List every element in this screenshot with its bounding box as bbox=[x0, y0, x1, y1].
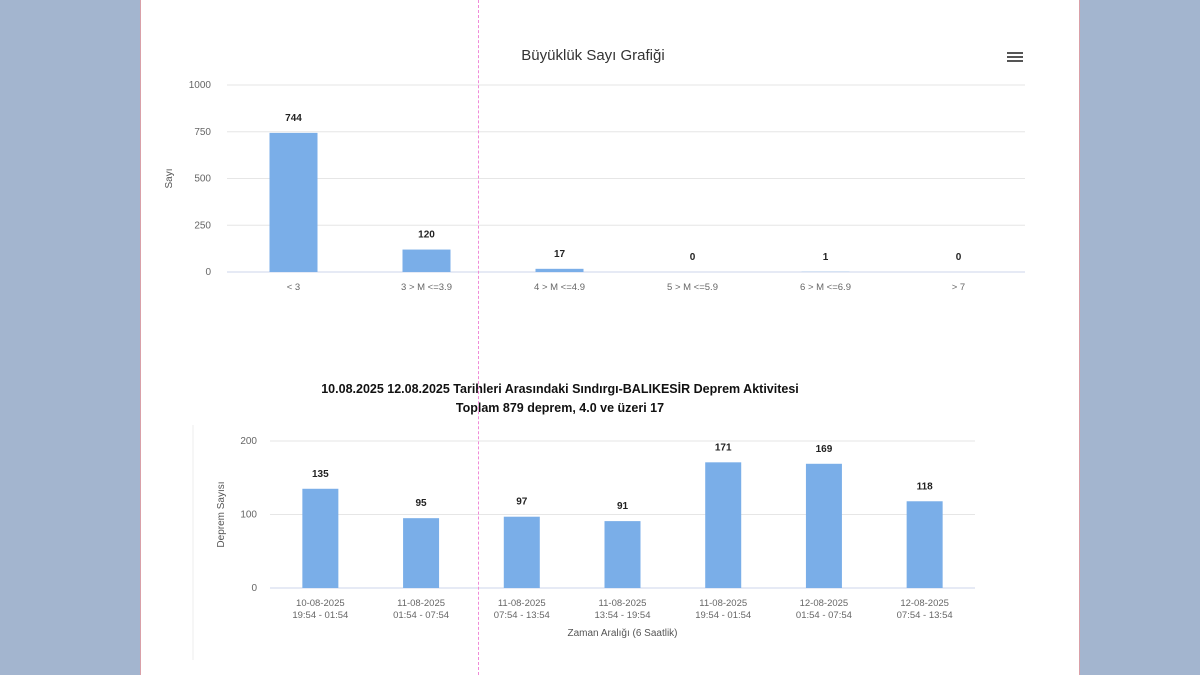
x-tick-label: 10-08-2025 bbox=[296, 598, 345, 609]
data-label: 171 bbox=[715, 442, 732, 453]
y-tick-label: 1000 bbox=[189, 80, 212, 91]
y-tick-label: 250 bbox=[194, 220, 211, 231]
x-tick-label: 12-08-2025 bbox=[900, 598, 949, 609]
data-label: 97 bbox=[516, 497, 528, 508]
x-tick-label: 19:54 - 01:54 bbox=[292, 610, 348, 621]
x-tick-label: 11-08-2025 bbox=[498, 598, 546, 609]
data-label: 135 bbox=[312, 469, 329, 480]
data-label: 118 bbox=[917, 481, 934, 492]
bar bbox=[906, 501, 943, 588]
data-label: 0 bbox=[956, 252, 962, 263]
x-tick-label: > 7 bbox=[952, 282, 965, 293]
data-label: 17 bbox=[554, 249, 566, 260]
data-label: 0 bbox=[690, 252, 696, 263]
bar bbox=[503, 516, 540, 588]
x-tick-label: 5 > M <=5.9 bbox=[667, 282, 718, 293]
data-label: 95 bbox=[416, 498, 428, 509]
x-tick-label: 07:54 - 13:54 bbox=[897, 610, 953, 621]
y-tick-label: 500 bbox=[194, 174, 211, 185]
bar bbox=[535, 268, 584, 272]
x-tick-label: 6 > M <=6.9 bbox=[800, 282, 851, 293]
chart-subtitle: Toplam 879 deprem, 4.0 ve üzeri 17 bbox=[456, 401, 664, 415]
y-tick-label: 0 bbox=[205, 267, 211, 278]
x-tick-label: 3 > M <=3.9 bbox=[401, 282, 452, 293]
x-tick-label: 11-08-2025 bbox=[599, 598, 647, 609]
x-tick-label: 13:54 - 19:54 bbox=[595, 610, 651, 621]
data-label: 1 bbox=[823, 252, 829, 263]
y-tick-label: 200 bbox=[240, 436, 257, 447]
x-tick-label: 01:54 - 07:54 bbox=[393, 610, 449, 621]
x-tick-label: 11-08-2025 bbox=[397, 598, 445, 609]
data-label: 744 bbox=[285, 113, 302, 124]
bar bbox=[269, 132, 318, 272]
x-tick-label: 19:54 - 01:54 bbox=[695, 610, 751, 621]
x-tick-label: 01:54 - 07:54 bbox=[796, 610, 852, 621]
bar bbox=[805, 463, 842, 588]
y-tick-label: 750 bbox=[194, 127, 211, 138]
data-label: 169 bbox=[816, 444, 833, 455]
y-tick-label: 0 bbox=[251, 583, 257, 594]
chart-title: 10.08.2025 12.08.2025 Tarihleri Arasında… bbox=[321, 381, 799, 396]
x-tick-label: 12-08-2025 bbox=[800, 598, 849, 609]
data-label: 120 bbox=[418, 230, 435, 241]
guide-line bbox=[478, 0, 479, 675]
x-tick-label: 4 > M <=4.9 bbox=[534, 282, 585, 293]
x-tick-label: 07:54 - 13:54 bbox=[494, 610, 550, 621]
y-axis-title: Deprem Sayısı bbox=[216, 481, 227, 547]
x-tick-label: < 3 bbox=[287, 282, 300, 293]
y-axis-title: Sayı bbox=[164, 168, 175, 188]
y-tick-label: 100 bbox=[240, 510, 257, 521]
hamburger-menu-icon[interactable] bbox=[1007, 50, 1023, 64]
x-tick-label: 11-08-2025 bbox=[699, 598, 747, 609]
bar bbox=[705, 462, 742, 588]
bar bbox=[604, 521, 641, 588]
x-axis-title: Zaman Aralığı (6 Saatlik) bbox=[567, 628, 677, 639]
data-label: 91 bbox=[617, 501, 629, 512]
bar bbox=[403, 518, 440, 588]
bar bbox=[402, 249, 451, 272]
bar bbox=[302, 488, 339, 588]
chart-title: Büyüklük Sayı Grafiği bbox=[521, 47, 664, 64]
